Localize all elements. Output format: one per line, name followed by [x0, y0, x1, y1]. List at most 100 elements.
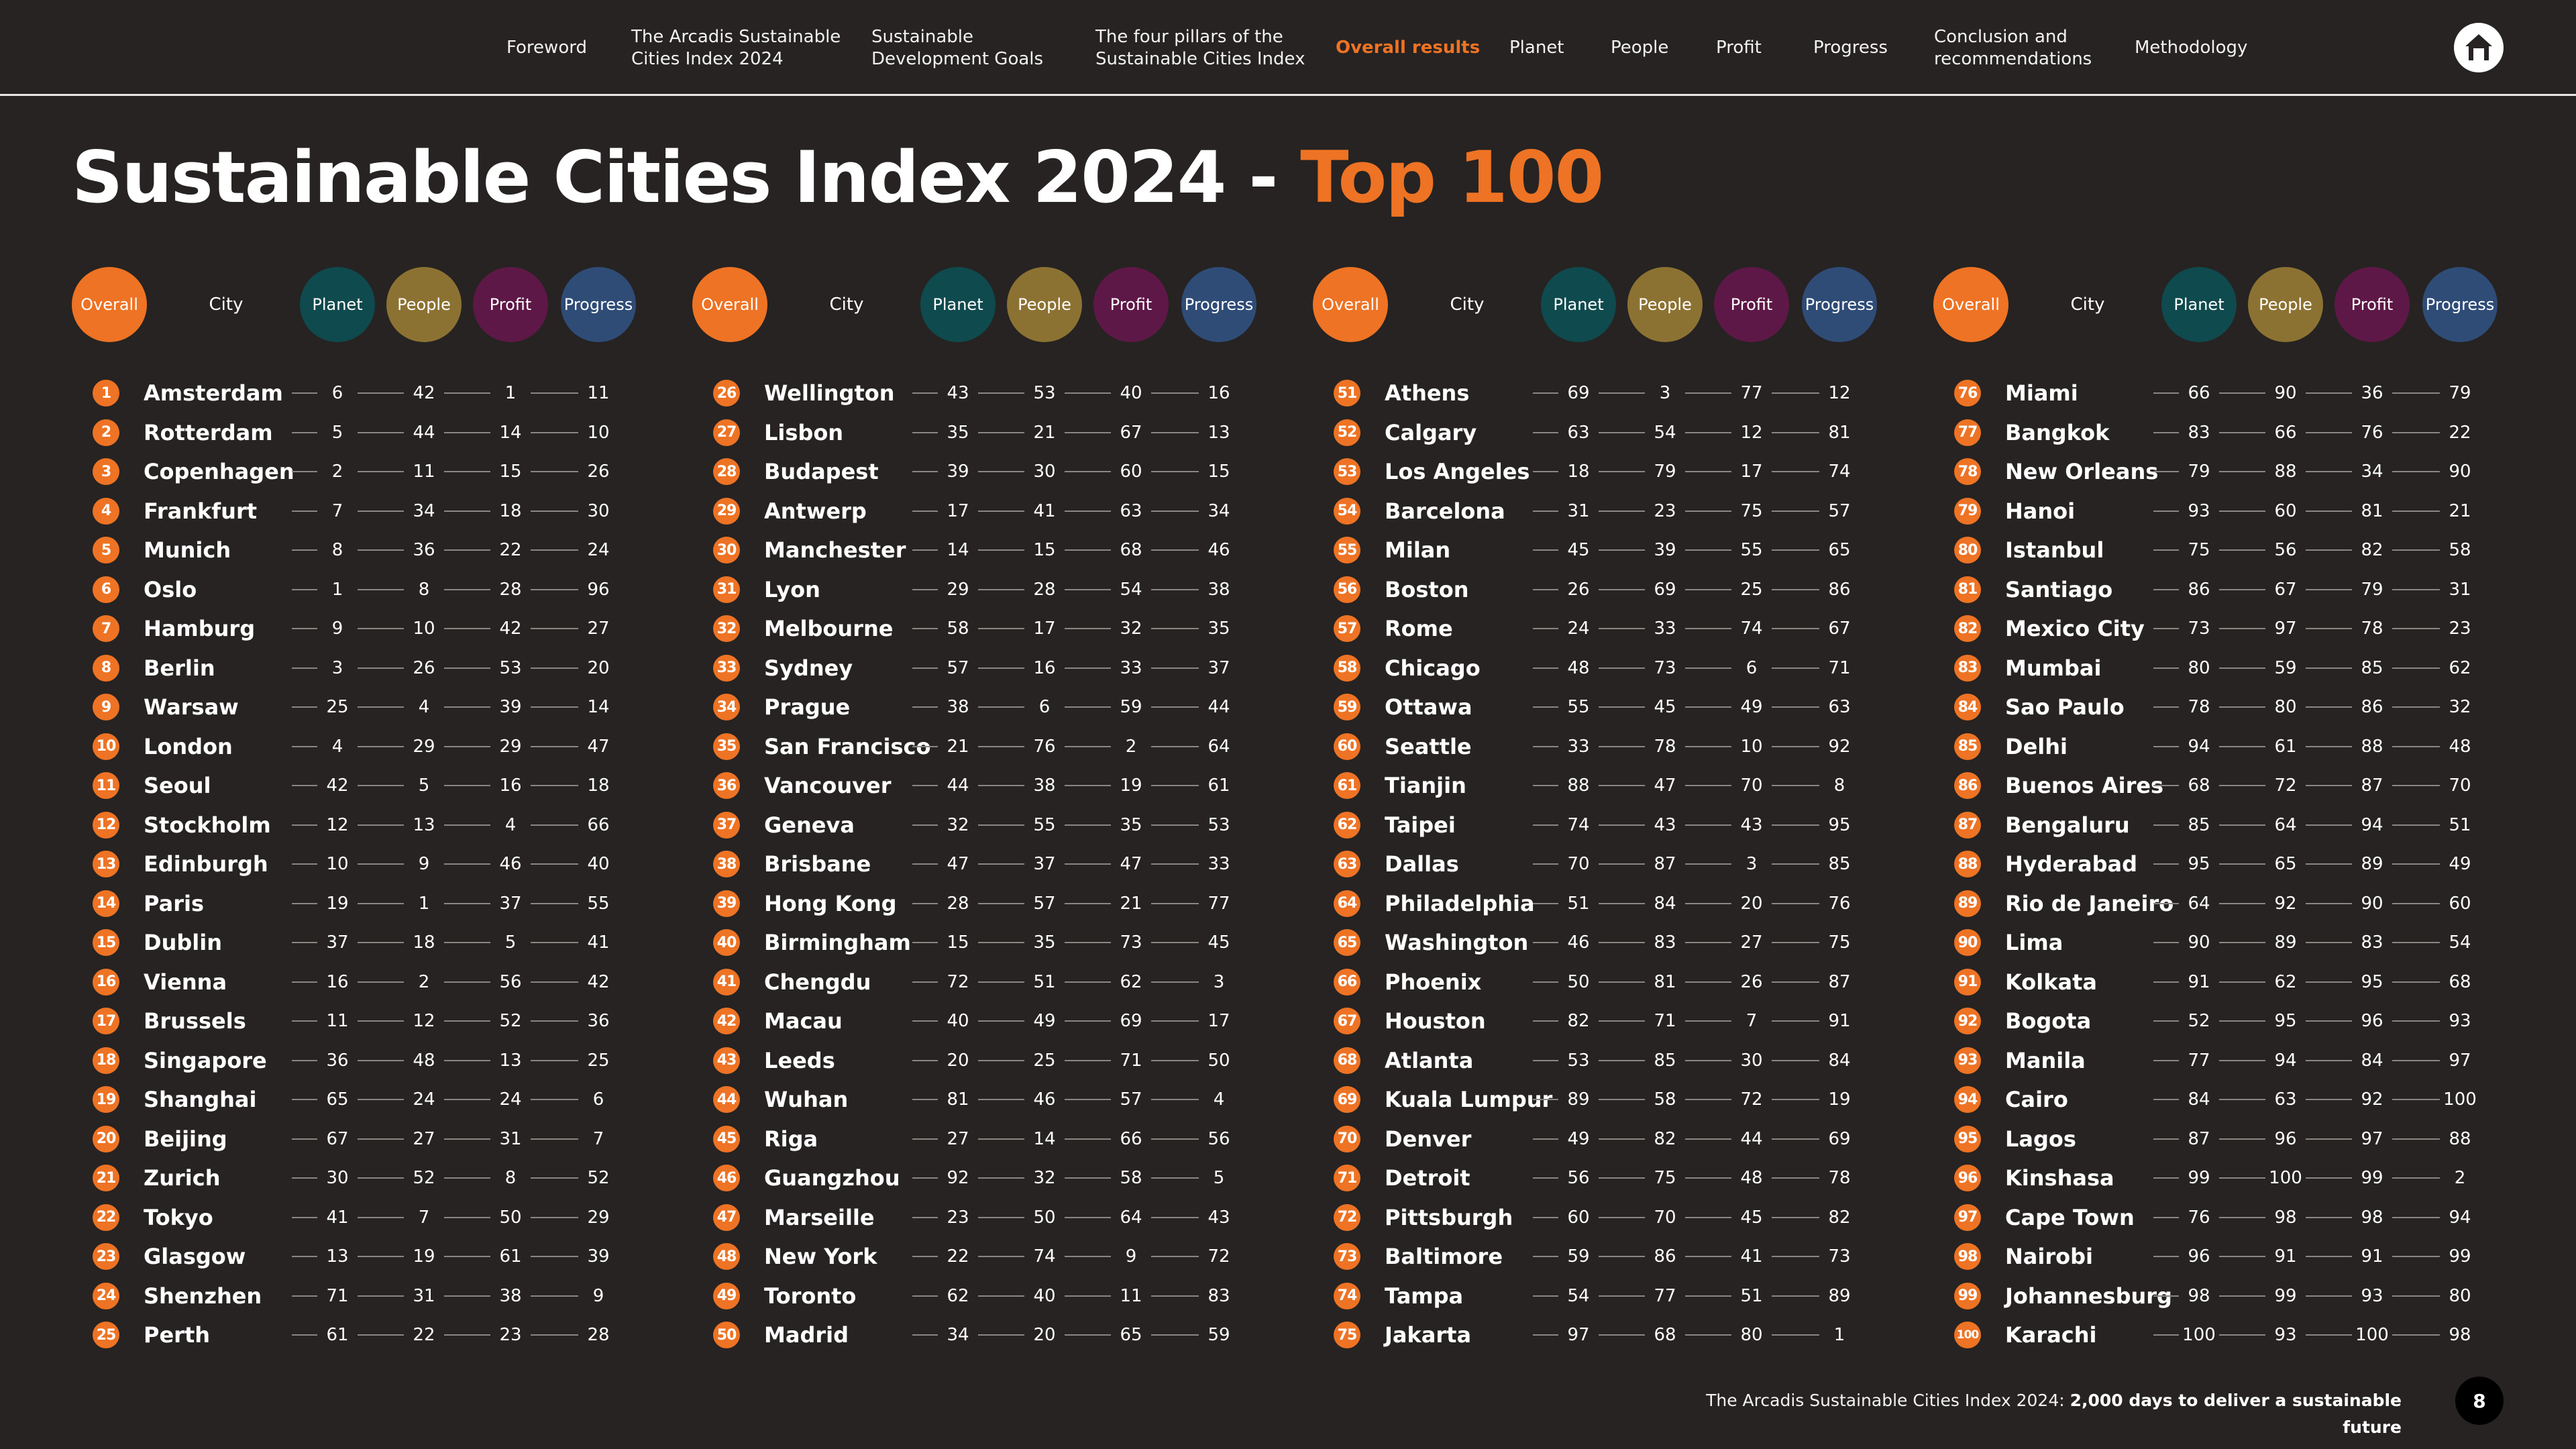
connector-line: [2392, 824, 2440, 826]
connector-line: [444, 549, 490, 551]
nav-progress[interactable]: Progress: [1813, 38, 1888, 58]
planet-rank: 53: [1567, 1050, 1590, 1071]
people-rank: 76: [1033, 736, 1056, 757]
progress-rank: 18: [587, 775, 610, 796]
profit-rank: 63: [1120, 500, 1142, 521]
rank-badge: 85: [1954, 733, 1981, 760]
nav-profit[interactable]: Profit: [1716, 38, 1762, 58]
planet-rank: 15: [947, 932, 969, 953]
table-row: 79 Hanoi 93 60 81 21: [1933, 490, 2483, 529]
connector-line: [1685, 1334, 1731, 1336]
connector-line: [1599, 510, 1645, 512]
nav-foreword[interactable]: Foreword: [506, 38, 587, 58]
people-rank: 35: [1033, 932, 1056, 953]
nav-planet[interactable]: Planet: [1509, 38, 1564, 58]
planet-rank: 62: [947, 1285, 969, 1306]
rank-badge: 97: [1954, 1203, 1981, 1231]
rank-badge: 71: [1334, 1165, 1360, 1191]
table-row: 88 Hyderabad 95 65 89 49: [1933, 843, 2483, 882]
people-rank: 8: [418, 579, 430, 600]
nav-conclusion[interactable]: Conclusion and recommendations: [1934, 26, 2092, 69]
rank-badge: 93: [1954, 1046, 1981, 1074]
table-row: 11 Seoul 42 5 16 18: [72, 765, 622, 804]
people-rank: 70: [1654, 1207, 1676, 1228]
connector-line: [2153, 1099, 2179, 1100]
connector-line: [2306, 785, 2352, 786]
planet-rank: 90: [2188, 932, 2210, 953]
planet-rank: 7: [331, 500, 343, 521]
connector-line: [1533, 706, 1558, 708]
connector-line: [1772, 628, 1819, 629]
header-planet: Planet: [1541, 267, 1616, 342]
profit-rank: 84: [2361, 1050, 2383, 1071]
nav-four-pillars[interactable]: The four pillars of the Sustainable Citi…: [1095, 26, 1305, 69]
table-row: 67 Houston 82 71 7 91: [1313, 1000, 1863, 1039]
connector-line: [2306, 745, 2352, 747]
connector-line: [978, 588, 1024, 590]
table-row: 54 Barcelona 31 23 75 57: [1313, 490, 1863, 529]
connector-line: [2306, 1138, 2352, 1140]
connector-line: [1533, 1177, 1558, 1179]
connector-line: [358, 981, 404, 983]
progress-rank: 96: [587, 579, 610, 600]
connector-line: [292, 824, 317, 826]
city-name: Delhi: [2005, 733, 2068, 759]
people-rank: 3: [1659, 383, 1671, 403]
nav-sustainable-cities-index[interactable]: The Arcadis Sustainable Cities Index 202…: [631, 26, 841, 69]
city-name: Houston: [1385, 1008, 1486, 1034]
city-name: Berlin: [144, 655, 215, 681]
connector-line: [1685, 745, 1731, 747]
connector-line: [531, 1334, 578, 1336]
nav-sustainable-development-goals[interactable]: Sustainable Development Goals: [871, 26, 1044, 69]
table-row: 40 Birmingham 15 35 73 45: [692, 922, 1242, 961]
rank-badge: 13: [93, 851, 119, 877]
connector-line: [1533, 549, 1558, 551]
people-rank: 67: [2274, 579, 2297, 600]
profit-rank: 66: [1120, 1128, 1142, 1149]
connector-line: [531, 667, 578, 669]
rank-badge: 100: [1954, 1322, 1981, 1348]
people-rank: 56: [2274, 540, 2297, 560]
nav-overall-results[interactable]: Overall results: [1336, 38, 1481, 58]
nav-people[interactable]: People: [1611, 38, 1669, 58]
city-name: Tokyo: [144, 1204, 213, 1230]
progress-rank: 92: [1828, 736, 1851, 757]
profit-rank: 70: [1740, 775, 1763, 796]
connector-line: [1772, 981, 1819, 983]
city-name: Hanoi: [2005, 498, 2076, 524]
connector-line: [1599, 628, 1645, 629]
table-row: 55 Milan 45 39 55 65: [1313, 529, 1863, 568]
connector-line: [2306, 1059, 2352, 1061]
people-rank: 5: [418, 775, 430, 796]
nav-methodology[interactable]: Methodology: [2135, 38, 2248, 58]
rank-badge: 81: [1954, 576, 1981, 603]
connector-line: [2219, 431, 2265, 433]
planet-rank: 34: [947, 1325, 969, 1345]
table-row: 95 Lagos 87 96 97 88: [1933, 1118, 2483, 1157]
connector-line: [444, 628, 490, 629]
progress-rank: 33: [1208, 854, 1230, 874]
planet-rank: 17: [947, 500, 969, 521]
planet-rank: 84: [2188, 1089, 2210, 1110]
rank-badge: 47: [713, 1203, 740, 1231]
rank-badge: 46: [713, 1165, 740, 1191]
connector-line: [1533, 588, 1558, 590]
profit-rank: 45: [1740, 1207, 1763, 1228]
table-row: 77 Bangkok 83 66 76 22: [1933, 412, 2483, 451]
connector-line: [1065, 1099, 1111, 1100]
planet-rank: 79: [2188, 462, 2210, 482]
progress-rank: 26: [587, 462, 610, 482]
connector-line: [1151, 745, 1199, 747]
connector-line: [1599, 549, 1645, 551]
home-button[interactable]: [2454, 23, 2504, 72]
table-row: 58 Chicago 48 73 6 71: [1313, 647, 1863, 686]
home-icon: [2465, 34, 2492, 60]
people-rank: 46: [1033, 1089, 1056, 1110]
progress-rank: 6: [592, 1089, 604, 1110]
table-row: 21 Zurich 30 52 8 52: [72, 1157, 622, 1196]
connector-line: [358, 785, 404, 786]
connector-line: [1599, 942, 1645, 943]
progress-rank: 97: [2449, 1050, 2471, 1071]
profit-rank: 4: [504, 814, 517, 835]
people-rank: 63: [2274, 1089, 2297, 1110]
